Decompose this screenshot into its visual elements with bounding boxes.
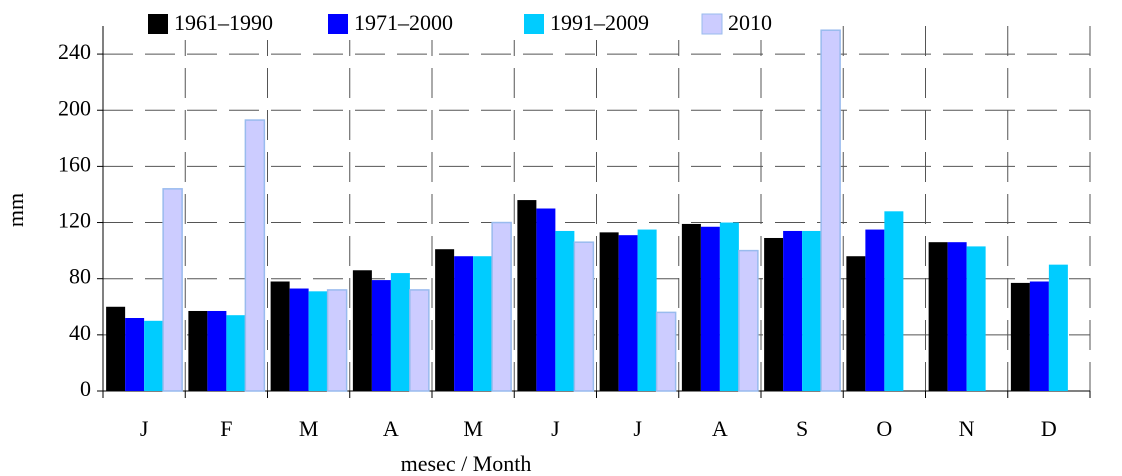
- bar: [655, 311, 677, 392]
- bar: [884, 211, 904, 391]
- bar: [1029, 281, 1049, 391]
- x-tick-label: M: [299, 416, 319, 441]
- bar: [738, 249, 759, 392]
- legend-box: [140, 10, 790, 40]
- bar: [308, 291, 328, 391]
- legend-swatch: [328, 14, 348, 34]
- bar: [700, 226, 720, 391]
- y-tick-label: 120: [58, 208, 91, 233]
- bar: [846, 256, 866, 391]
- bar: [820, 29, 841, 392]
- y-axis-label: mm: [3, 193, 28, 227]
- x-tick-label: F: [220, 416, 232, 441]
- legend-label: 1971–2000: [354, 10, 453, 35]
- bar: [719, 222, 739, 391]
- legend-swatch: [524, 14, 544, 34]
- bar: [244, 119, 266, 392]
- x-tick-label: A: [712, 416, 728, 441]
- bar: [454, 256, 474, 391]
- bar: [371, 280, 391, 391]
- bar: [783, 230, 803, 391]
- bar: [289, 288, 309, 391]
- bar: [573, 241, 595, 392]
- x-tick-label: S: [796, 416, 808, 441]
- bar: [207, 310, 227, 391]
- x-tick-label: N: [959, 416, 975, 441]
- legend-label: 2010: [728, 10, 772, 35]
- bar: [517, 200, 537, 391]
- bar: [637, 229, 657, 391]
- x-tick-label: A: [383, 416, 399, 441]
- x-tick-label: O: [876, 416, 892, 441]
- bar: [162, 188, 183, 392]
- bar: [352, 270, 372, 391]
- bar: [599, 232, 619, 391]
- legend-label: 1961–1990: [174, 10, 273, 35]
- bar: [1048, 264, 1068, 391]
- bar: [473, 256, 493, 391]
- bar: [764, 237, 784, 391]
- bar: [226, 315, 246, 391]
- x-tick-label: J: [140, 416, 149, 441]
- bar: [125, 318, 145, 391]
- legend-swatch: [701, 13, 723, 35]
- legend-label: 1991–2009: [550, 10, 649, 35]
- x-tick-label: M: [463, 416, 483, 441]
- x-tick-label: D: [1041, 416, 1057, 441]
- bar: [681, 223, 701, 391]
- x-axis-label: mesec / Month: [401, 451, 532, 476]
- bar: [390, 273, 410, 391]
- bar: [491, 221, 512, 392]
- bar: [326, 289, 348, 392]
- y-tick-label: 80: [69, 264, 91, 289]
- y-tick-label: 40: [69, 320, 91, 345]
- bar: [106, 306, 126, 391]
- bar: [618, 235, 638, 391]
- bar: [144, 320, 164, 391]
- bar: [947, 242, 967, 391]
- x-tick-label: J: [633, 416, 642, 441]
- bar: [966, 246, 986, 391]
- bar: [536, 208, 556, 391]
- y-tick-label: 0: [80, 376, 91, 401]
- bar: [270, 281, 290, 391]
- y-tick-label: 200: [58, 95, 91, 120]
- y-tick-label: 160: [58, 151, 91, 176]
- bar: [1010, 282, 1030, 391]
- bar: [802, 230, 822, 391]
- bar: [928, 242, 948, 391]
- bar: [409, 289, 430, 392]
- y-tick-label: 240: [58, 39, 91, 64]
- bar: [865, 229, 885, 391]
- bar: [555, 230, 575, 391]
- x-tick-label: J: [551, 416, 560, 441]
- bar: [435, 249, 455, 391]
- legend-swatch: [148, 14, 168, 34]
- bar: [188, 310, 208, 391]
